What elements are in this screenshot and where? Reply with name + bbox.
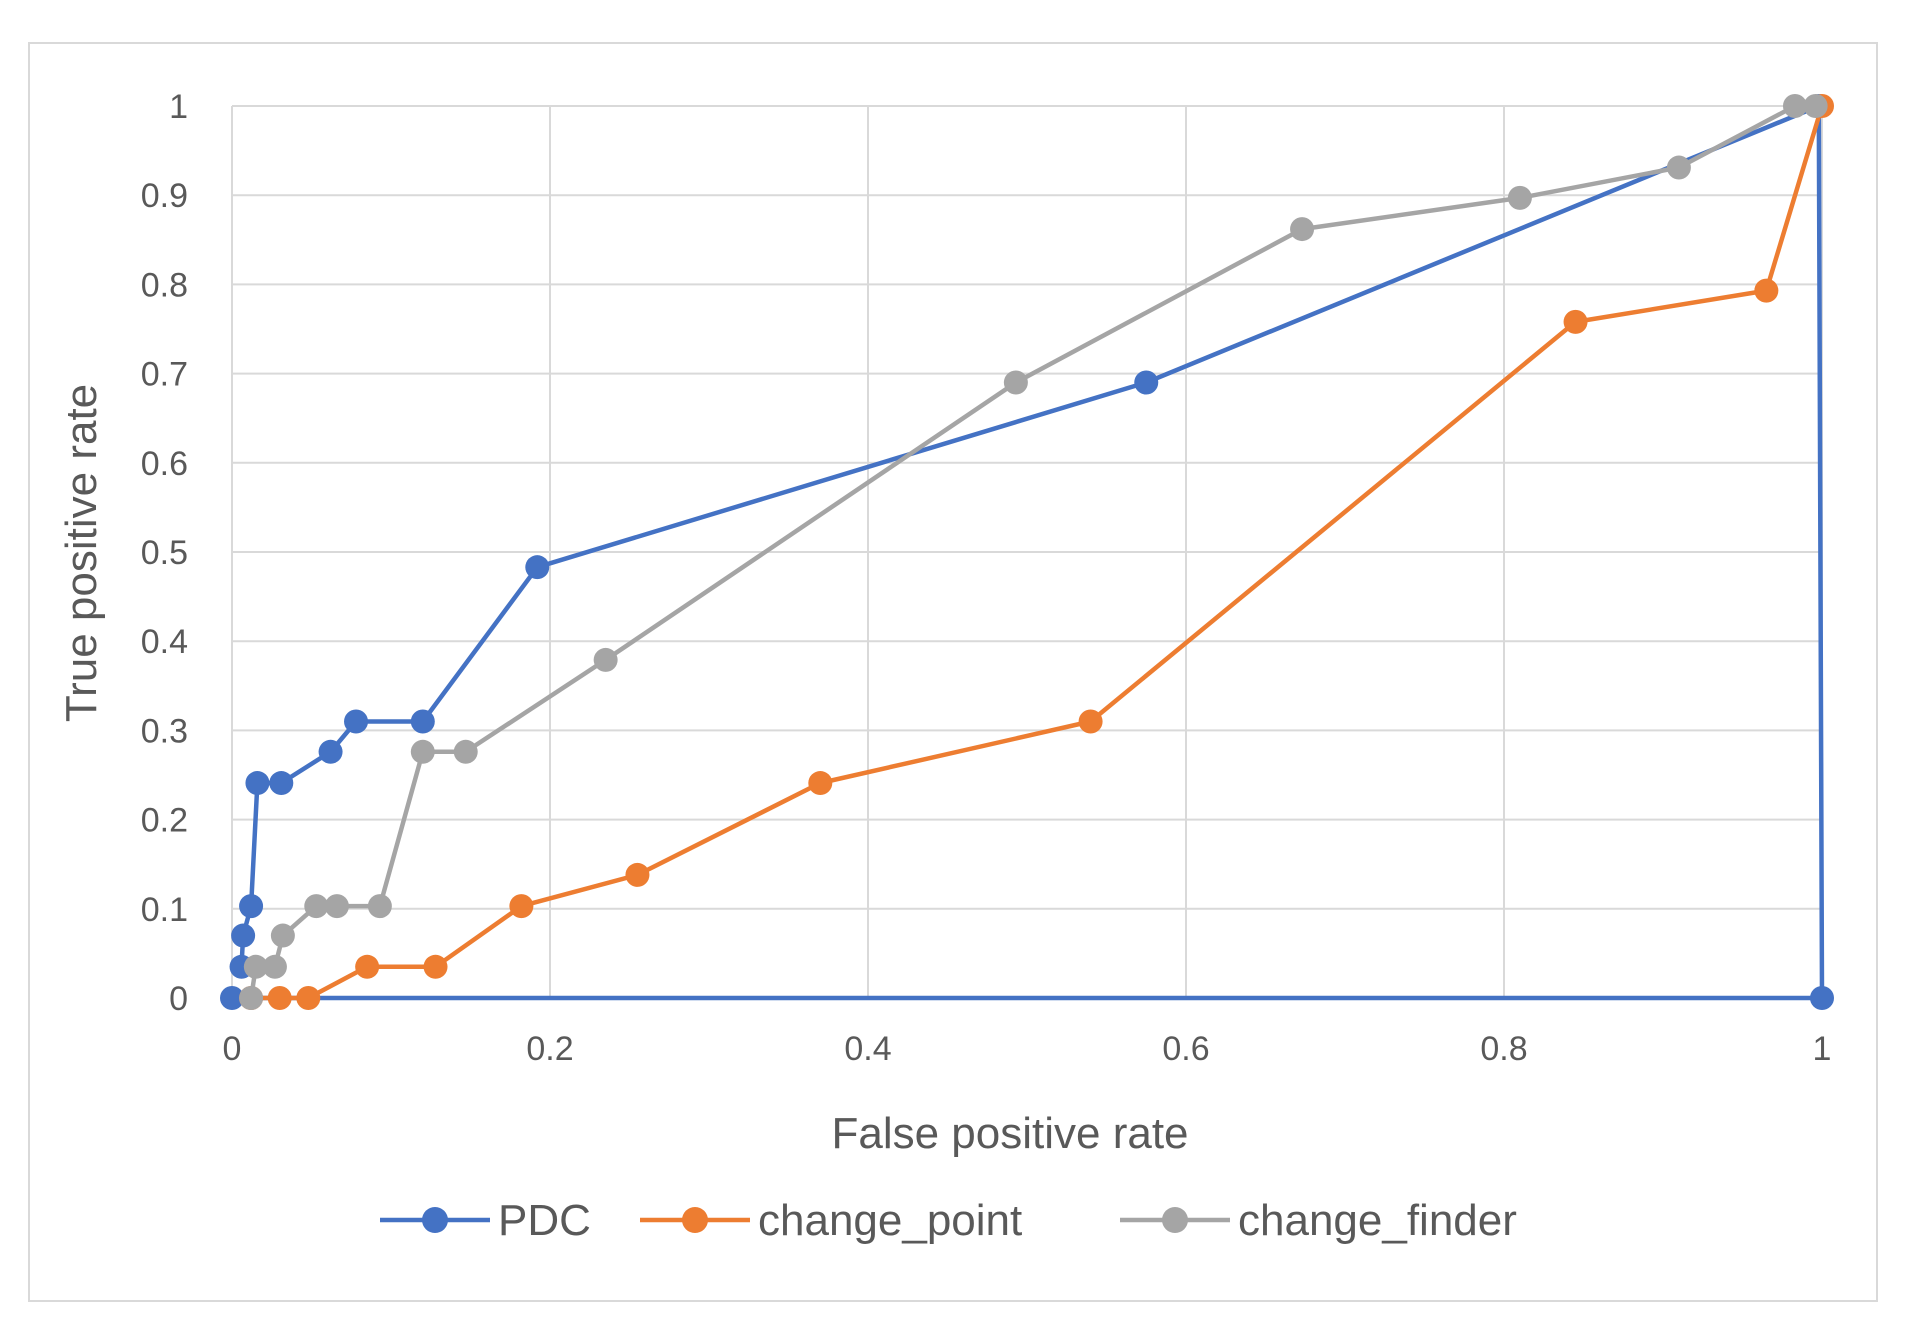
data-point <box>318 739 343 764</box>
x-tick-label: 0.2 <box>526 1030 573 1068</box>
data-point <box>1563 309 1588 334</box>
data-point <box>220 986 244 1010</box>
data-point <box>269 771 294 796</box>
y-axis-title: True positive rate <box>57 384 106 722</box>
data-point <box>593 647 618 672</box>
legend-item: change_point <box>640 1196 1022 1245</box>
y-tick-label: 1 <box>169 88 188 126</box>
data-point <box>355 954 380 979</box>
legend-item: change_finder <box>1120 1196 1517 1245</box>
data-point <box>245 771 270 796</box>
data-point <box>324 894 349 919</box>
data-point <box>262 954 287 979</box>
x-tick-label: 1 <box>1813 1030 1832 1068</box>
y-tick-label: 0.3 <box>141 712 188 750</box>
data-point <box>296 986 321 1010</box>
chart-frame <box>28 42 1878 1302</box>
data-point <box>1078 709 1103 734</box>
data-point <box>423 954 448 979</box>
data-point <box>1754 278 1779 303</box>
data-point <box>1803 94 1828 118</box>
x-tick-label: 0.6 <box>1162 1030 1209 1068</box>
data-point <box>367 894 392 919</box>
legend: PDC change_point change_finder <box>380 1196 1517 1245</box>
y-tick-label: 0.6 <box>141 445 188 483</box>
data-point <box>1134 370 1159 395</box>
data-point <box>1810 986 1834 1010</box>
data-point <box>231 923 256 948</box>
x-tick-label: 0.4 <box>844 1030 891 1068</box>
y-tick-label: 0.9 <box>141 177 188 215</box>
grid-lines <box>231 105 1823 999</box>
data-point <box>1003 370 1028 395</box>
legend-swatch-marker <box>1162 1207 1188 1233</box>
series-group <box>220 94 1834 1010</box>
data-point <box>509 894 534 919</box>
series-PDC <box>220 94 1834 1010</box>
data-point <box>625 862 650 887</box>
data-point <box>410 739 435 764</box>
legend-item: PDC <box>380 1196 591 1245</box>
data-point <box>1782 94 1807 118</box>
data-point <box>1666 155 1691 180</box>
data-point <box>1290 217 1315 242</box>
y-tick-label: 0.8 <box>141 266 188 304</box>
legend-label: PDC <box>498 1196 591 1245</box>
data-point <box>239 894 264 919</box>
data-point <box>267 986 292 1010</box>
data-point <box>270 923 295 948</box>
data-point <box>239 986 264 1010</box>
y-tick-label: 0.7 <box>141 356 188 394</box>
legend-label: change_point <box>758 1196 1022 1245</box>
series-change_point <box>239 94 1834 1010</box>
y-tick-label: 0.4 <box>141 623 188 661</box>
legend-swatch-marker <box>422 1207 448 1233</box>
x-tick-labels: 0 0.2 0.4 0.6 0.8 1 <box>223 1030 1832 1068</box>
data-point <box>1507 185 1532 210</box>
series-change_finder <box>239 94 1828 1010</box>
data-point <box>344 709 369 734</box>
data-point <box>243 954 268 979</box>
legend-swatch-marker <box>682 1207 708 1233</box>
x-tick-label: 0 <box>223 1030 242 1068</box>
series-line <box>248 103 1816 999</box>
y-tick-label: 0.1 <box>141 891 188 929</box>
y-tick-label: 0 <box>169 980 188 1018</box>
data-point <box>808 771 833 796</box>
x-tick-label: 0.8 <box>1480 1030 1527 1068</box>
y-tick-label: 0.5 <box>141 534 188 572</box>
data-point <box>453 739 478 764</box>
x-axis-title: False positive rate <box>831 1109 1188 1158</box>
data-point <box>304 894 329 919</box>
legend-label: change_finder <box>1238 1196 1517 1245</box>
y-tick-labels: 0 0.1 0.2 0.3 0.4 0.5 0.6 0.7 0.8 0.9 1 <box>141 88 188 1018</box>
data-point <box>525 555 550 580</box>
y-tick-label: 0.2 <box>141 802 188 840</box>
data-point <box>410 709 435 734</box>
